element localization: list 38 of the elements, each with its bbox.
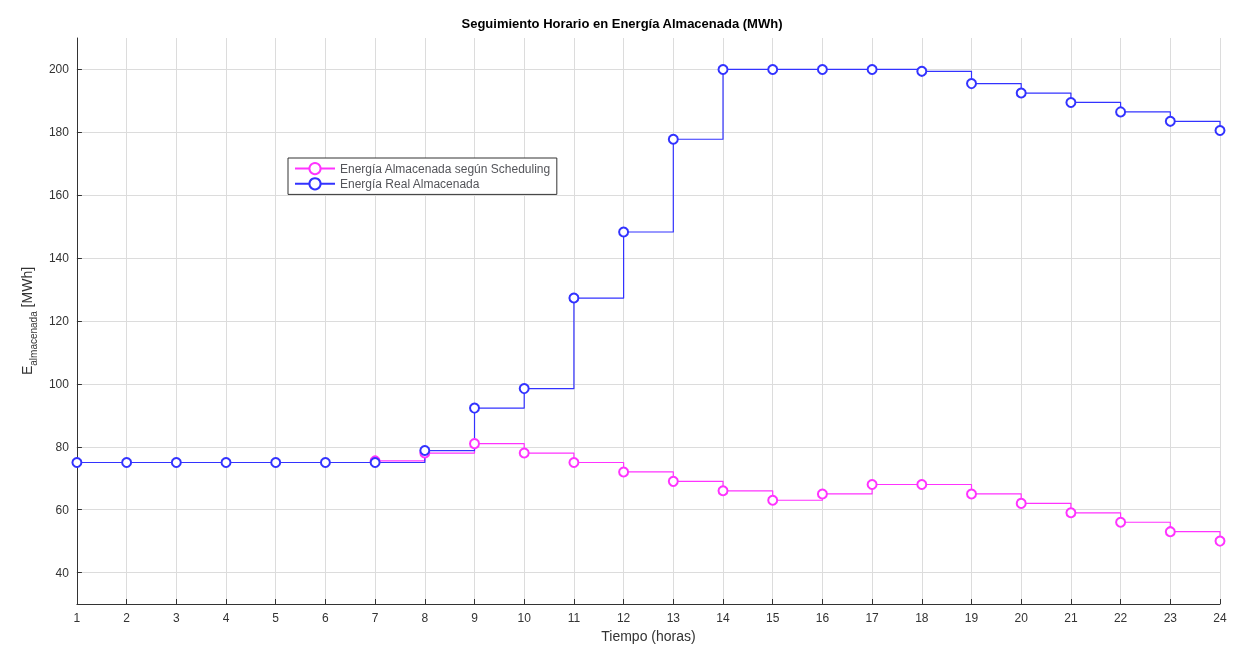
x-tick-label: 7 bbox=[371, 611, 379, 625]
y-tick-label: 140 bbox=[48, 251, 70, 266]
y-tick-label: 200 bbox=[48, 62, 70, 77]
x-tick-label: 10 bbox=[517, 611, 532, 625]
x-tick-label: 18 bbox=[915, 611, 929, 625]
y-tick-label: 180 bbox=[48, 125, 70, 140]
x-tick-label: 20 bbox=[1014, 611, 1029, 625]
x-tick-label: 21 bbox=[1064, 611, 1078, 625]
y-tick-label: 160 bbox=[48, 188, 70, 203]
x-tick-label: 22 bbox=[1113, 611, 1128, 625]
y-tick-label: 80 bbox=[55, 439, 70, 454]
y-tick-label: 120 bbox=[48, 314, 70, 328]
legend-label: Energía Real Almacenada bbox=[340, 176, 480, 191]
x-tick-label: 14 bbox=[716, 611, 730, 625]
x-tick-label: 3 bbox=[172, 611, 180, 625]
x-tick-label: 23 bbox=[1163, 611, 1178, 625]
x-tick-label: 24 bbox=[1213, 611, 1227, 625]
x-tick-label: 6 bbox=[322, 611, 330, 625]
y-tick-label: 100 bbox=[48, 376, 70, 391]
chart-title: Seguimiento Horario en Energía Almacenada (MWh) bbox=[461, 16, 783, 31]
y-axis-title: Ealmacenada [MWh] bbox=[19, 266, 39, 376]
x-tick-label: 2 bbox=[123, 611, 131, 625]
x-axis-title: Tiempo (horas) bbox=[601, 627, 696, 644]
legend-label: Energía Almacenada según Scheduling bbox=[340, 161, 551, 176]
x-tick-label: 16 bbox=[815, 611, 830, 625]
x-tick-label: 1 bbox=[73, 611, 81, 625]
x-tick-label: 9 bbox=[471, 611, 479, 625]
x-tick-label: 12 bbox=[616, 611, 631, 625]
x-tick-label: 4 bbox=[222, 611, 230, 625]
x-tick-label: 19 bbox=[964, 611, 979, 625]
x-tick-label: 11 bbox=[567, 611, 581, 625]
y-tick-label: 40 bbox=[55, 565, 70, 580]
x-tick-label: 13 bbox=[666, 611, 681, 625]
x-tick-label: 5 bbox=[272, 611, 280, 625]
x-tick-label: 8 bbox=[421, 611, 429, 625]
x-tick-label: 15 bbox=[766, 611, 780, 625]
y-tick-label: 60 bbox=[55, 502, 70, 517]
x-tick-label: 17 bbox=[865, 611, 880, 625]
